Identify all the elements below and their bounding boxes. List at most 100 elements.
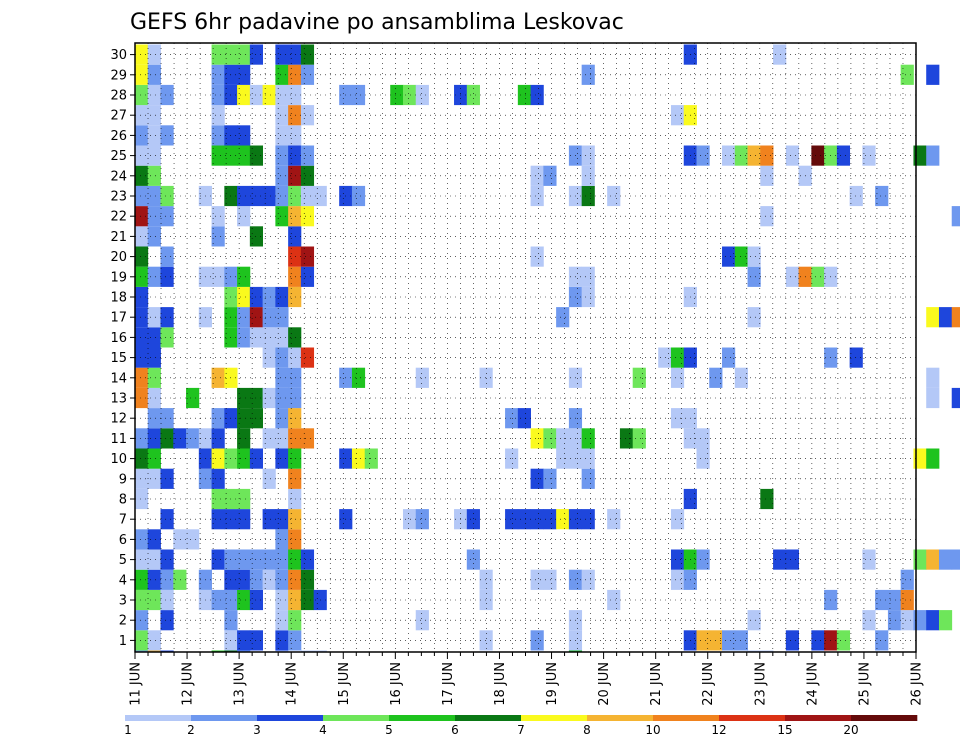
heatmap-cell	[160, 246, 174, 267]
heatmap-cell	[135, 448, 149, 469]
heatmap-cell	[887, 610, 902, 631]
heatmap-cell	[415, 509, 429, 530]
heatmap-cell	[249, 448, 264, 469]
heatmap-cell	[160, 610, 174, 631]
heatmap-cell	[951, 549, 960, 570]
heatmap-cell	[135, 266, 149, 287]
colorbar-swatch	[191, 715, 258, 721]
y-tick-label: 6	[119, 533, 127, 548]
heatmap-cell	[135, 569, 149, 590]
heatmap-cell	[556, 428, 570, 449]
heatmap-cell	[734, 630, 748, 651]
heatmap-cells	[135, 44, 960, 652]
heatmap-cell	[670, 549, 685, 570]
heatmap-cell	[249, 630, 264, 651]
heatmap-cell	[466, 84, 480, 106]
heatmap-cell	[249, 44, 264, 65]
heatmap-cell	[135, 529, 149, 550]
heatmap-cell	[211, 84, 225, 106]
heatmap-cell	[211, 509, 225, 530]
heatmap-cell	[135, 428, 149, 449]
y-tick-label: 2	[119, 614, 127, 629]
heatmap-cell	[836, 630, 851, 651]
heatmap-cell	[849, 185, 863, 207]
heatmap-cell	[249, 387, 264, 409]
y-tick-label: 14	[110, 371, 127, 386]
heatmap-cell	[543, 165, 557, 186]
heatmap-cell	[351, 84, 366, 106]
heatmap-cell	[351, 448, 366, 469]
heatmap-cell	[275, 125, 289, 146]
x-axis-ticks: 11 JUN 12 JUN 13 JUN 14 JUN 15 JUN 16 JUN 17 J…	[129, 652, 925, 706]
heatmap-cell	[249, 84, 264, 106]
colorbar-swatch	[389, 715, 456, 721]
heatmap-cell	[275, 327, 289, 348]
colorbar-label: 1	[124, 723, 132, 737]
heatmap-cell	[237, 569, 251, 590]
heatmap-cell	[926, 64, 940, 85]
heatmap-cell	[696, 549, 710, 570]
heatmap-cell	[300, 246, 315, 267]
heatmap-cell	[505, 408, 519, 429]
heatmap-cell	[147, 145, 161, 166]
heatmap-cell	[173, 569, 187, 590]
heatmap-cell	[211, 105, 225, 126]
colorbar-label: 6	[451, 723, 459, 737]
heatmap-cell	[785, 266, 799, 287]
heatmap-cell	[747, 246, 761, 267]
heatmap-cell	[288, 246, 302, 267]
heatmap-cell	[415, 610, 429, 631]
heatmap-cell	[147, 448, 161, 469]
heatmap-cell	[237, 630, 251, 651]
heatmap-cell	[300, 549, 315, 570]
heatmap-cell	[300, 589, 315, 611]
y-tick-label: 22	[110, 210, 127, 225]
heatmap-cell	[160, 327, 174, 348]
heatmap-cell	[160, 307, 174, 328]
heatmap-cell	[135, 125, 149, 146]
heatmap-cell	[135, 327, 149, 348]
y-tick-label: 11	[110, 432, 127, 447]
heatmap-cell	[275, 428, 289, 449]
heatmap-cell	[607, 185, 621, 207]
heatmap-cell	[530, 569, 544, 590]
heatmap-cell	[734, 246, 748, 267]
heatmap-cell	[135, 44, 149, 65]
heatmap-cell	[160, 468, 174, 489]
y-tick-label: 16	[110, 331, 127, 346]
heatmap-cell	[811, 630, 825, 651]
x-tick-label: 24 JUN	[805, 662, 820, 706]
heatmap-cell	[147, 165, 161, 186]
heatmap-cell	[275, 549, 289, 570]
heatmap-cell	[530, 468, 544, 489]
heatmap-cell	[275, 610, 289, 631]
x-tick-label: 25 JUN	[857, 662, 872, 706]
heatmap-cell	[262, 185, 276, 207]
heatmap-cell	[211, 367, 225, 388]
heatmap-cell	[249, 408, 264, 429]
heatmap-cell	[147, 468, 161, 489]
heatmap-cell	[147, 44, 161, 65]
heatmap-cell	[160, 569, 174, 590]
heatmap-cell	[581, 569, 595, 590]
y-tick-label: 21	[110, 230, 127, 245]
heatmap-cell	[275, 286, 289, 308]
y-tick-label: 25	[110, 149, 127, 164]
heatmap-cell	[849, 347, 863, 368]
y-tick-label: 10	[110, 452, 127, 467]
heatmap-cell	[670, 509, 685, 530]
heatmap-cell	[415, 84, 429, 106]
y-tick-label: 3	[119, 594, 127, 609]
heatmap-cell	[135, 286, 149, 308]
y-tick-label: 15	[110, 351, 127, 366]
heatmap-cell	[237, 448, 251, 469]
heatmap-cell	[938, 610, 953, 631]
heatmap-cell	[556, 307, 570, 328]
heatmap-cell	[135, 468, 149, 489]
heatmap-cell	[147, 266, 161, 287]
heatmap-cell	[760, 488, 774, 510]
heatmap-cell	[530, 185, 544, 207]
heatmap-cell	[734, 145, 748, 166]
heatmap-cell	[275, 165, 289, 186]
heatmap-cell	[900, 569, 914, 590]
